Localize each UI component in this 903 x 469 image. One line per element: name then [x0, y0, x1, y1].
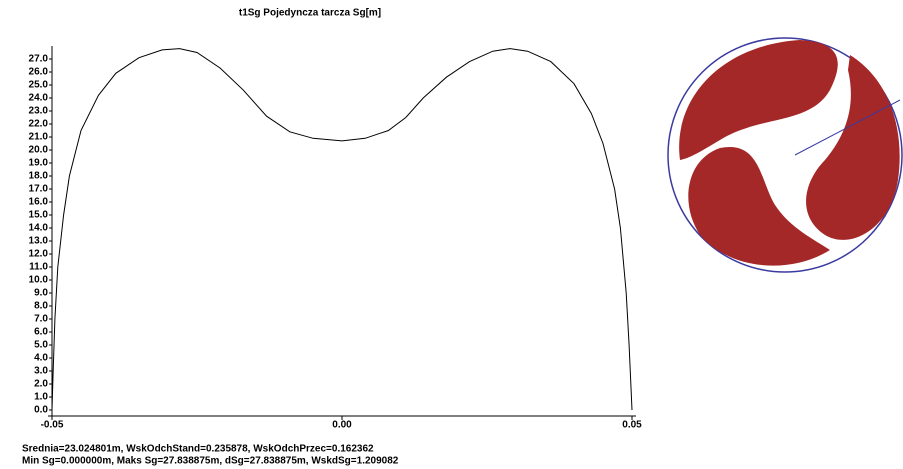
y-tick-label: 26.0	[29, 67, 49, 78]
y-tick-label: 19.0	[29, 158, 49, 169]
y-tick-label: 11.0	[29, 262, 48, 273]
x-tick-label: -0.05	[41, 420, 64, 431]
y-tick-label: 18.0	[29, 171, 49, 182]
y-tick-label: 4.0	[34, 353, 48, 364]
y-tick-label: 14.0	[29, 223, 49, 234]
line	[52, 49, 632, 410]
y-tick-label: 21.0	[29, 132, 49, 143]
y-tick-label: 24.0	[29, 93, 49, 104]
annotation: Srednia=23.024801m, WskOdchStand=0.23587…	[22, 444, 374, 455]
disc	[668, 38, 902, 272]
y-tick-label: 13.0	[29, 236, 49, 247]
y-tick-label: 5.0	[34, 340, 48, 351]
y-tick-label: 10.0	[29, 275, 49, 286]
y-tick-label: 9.0	[34, 288, 48, 299]
y-tick-label: 2.0	[34, 379, 48, 390]
y-tick-label: 1.0	[34, 392, 48, 403]
y-tick-label: 0.0	[34, 405, 48, 416]
x-tick-label: 0.05	[622, 420, 642, 431]
chart: t1Sg Pojedyncza tarcza Sg[m] Srednia=23.…	[0, 0, 903, 469]
x-tick-label: 0.00	[332, 420, 352, 431]
y-tick-label: 12.0	[29, 249, 49, 260]
y-tick-label: 23.0	[29, 106, 49, 117]
y-tick-label: 7.0	[34, 314, 48, 325]
annotation: Min Sg=0.000000m, Maks Sg=27.838875m, dS…	[22, 456, 399, 467]
chart-title: t1Sg Pojedyncza tarcza Sg[m]	[239, 8, 381, 19]
y-tick-label: 16.0	[29, 197, 49, 208]
y-tick-label: 25.0	[29, 80, 49, 91]
y-tick-label: 27.0	[29, 54, 49, 65]
y-tick-label: 8.0	[34, 301, 48, 312]
y-tick-label: 22.0	[29, 119, 49, 130]
y-tick-label: 17.0	[29, 184, 49, 195]
y-tick-label: 3.0	[34, 366, 48, 377]
y-tick-label: 6.0	[34, 327, 48, 338]
y-tick-label: 20.0	[29, 145, 49, 156]
y-tick-label: 15.0	[29, 210, 49, 221]
